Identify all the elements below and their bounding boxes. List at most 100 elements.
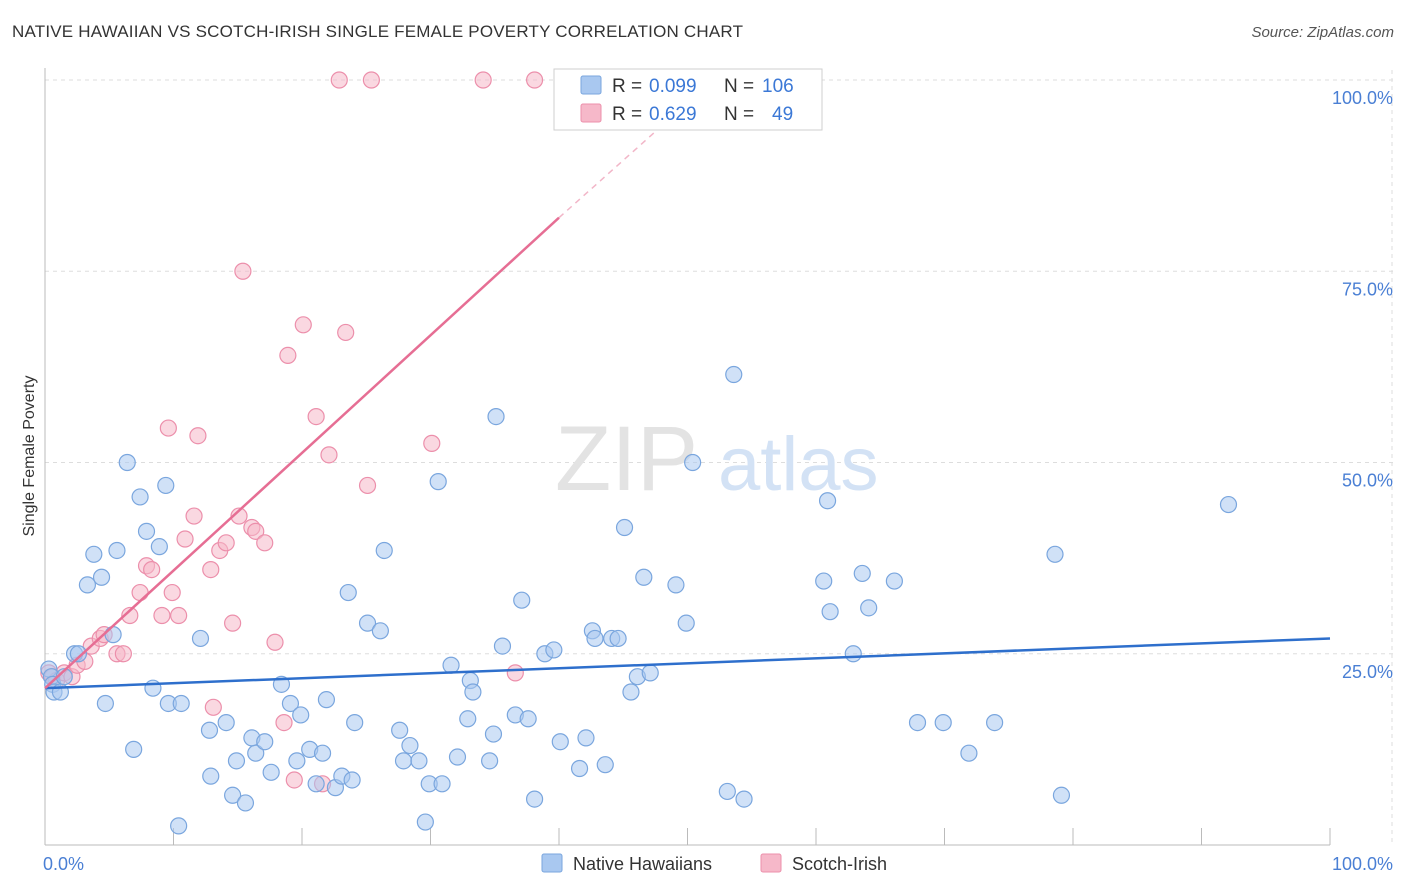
native-hawaiians-point (519, 710, 537, 728)
y-axis-label: Single Female Poverty (21, 376, 38, 537)
native-hawaiians-point (346, 713, 364, 732)
native-hawaiians-point (586, 629, 604, 648)
scotch-irish-point (189, 427, 207, 445)
scotch-irish-point (294, 316, 312, 334)
native-hawaiians-point (256, 733, 274, 751)
scotch-irish-point (234, 262, 252, 280)
scotch-irish-point (358, 476, 377, 495)
native-hawaiians-point (433, 775, 451, 793)
bottom-legend: Native Hawaiians Scotch-Irish (541, 853, 887, 874)
scotch-irish-point (163, 583, 181, 602)
x-tick-label: 100.0% (1332, 854, 1393, 874)
native-hawaiians-point (821, 603, 839, 621)
native-hawaiians-point (313, 744, 332, 762)
native-hawaiians-point (202, 767, 220, 785)
bottom-legend-swatch-blue (541, 853, 563, 873)
native-hawaiians-point (429, 473, 447, 491)
native-hawaiians-point (150, 538, 168, 556)
native-hawaiians-point (281, 694, 300, 713)
native-hawaiians-point (78, 576, 97, 594)
legend-r-value: 0.099 (649, 76, 697, 97)
native-hawaiians-point (459, 710, 477, 728)
native-hawaiians-point (170, 817, 188, 835)
native-hawaiians-point (104, 626, 122, 644)
scotch-irish-point (185, 507, 203, 525)
y-tick-label: 25.0% (1342, 662, 1393, 682)
native-hawaiians-point (464, 683, 482, 701)
source-label: Source: ZipAtlas.com (1251, 24, 1394, 41)
native-hawaiians-point (677, 614, 695, 632)
native-hawaiians-point (615, 518, 634, 537)
native-hawaiians-point (484, 725, 503, 743)
native-hawaiians-point (513, 591, 531, 609)
legend-n-value: 49 (772, 104, 793, 125)
scotch-irish-point (121, 606, 139, 625)
native-hawaiians-point (343, 771, 361, 789)
y-tick-label: 100.0% (1332, 88, 1393, 108)
native-hawaiians-point (609, 629, 627, 648)
native-hawaiians-point (410, 752, 428, 770)
native-hawaiians-point (551, 733, 569, 751)
x-tick-label: 0.0% (43, 854, 84, 874)
native-hawaiians-point (292, 706, 310, 724)
scotch-irish-point (230, 507, 248, 525)
native-hawaiians-point (375, 541, 393, 560)
native-hawaiians-point (131, 488, 149, 506)
scotch-irish-point (247, 522, 265, 540)
native-hawaiians-point (818, 492, 837, 510)
watermark: ZIP atlas (555, 408, 879, 510)
native-hawaiians-point (401, 736, 419, 755)
native-hawaiians-points (40, 365, 1238, 835)
native-hawaiians-point (570, 759, 589, 778)
native-hawaiians-point (908, 713, 927, 732)
native-hawaiians-point (934, 713, 952, 732)
legend-swatch-blue (580, 75, 602, 95)
legend-swatch-pink (580, 103, 602, 123)
native-hawaiians-point (735, 790, 753, 808)
native-hawaiians-point (125, 740, 143, 758)
scotch-irish-point (337, 323, 355, 342)
native-hawaiians-point (448, 748, 467, 766)
native-hawaiians-point (247, 744, 265, 762)
native-hawaiians-point (96, 694, 114, 713)
scotch-irish-point (266, 633, 284, 651)
native-hawaiians-point (92, 568, 111, 586)
native-hawaiians-point (844, 645, 862, 663)
scotch-irish-point (176, 530, 194, 548)
native-hawaiians-point (69, 645, 88, 663)
scotch-irish-point (285, 771, 303, 789)
native-hawaiians-point (236, 794, 255, 812)
scotch-irish-point (224, 614, 242, 632)
scotch-irish-point (153, 606, 171, 625)
scotch-irish-point (202, 560, 220, 579)
native-hawaiians-point (358, 614, 377, 632)
scotch-irish-point (320, 446, 338, 464)
legend-r-label: R = (612, 76, 642, 97)
scotch-irish-point (170, 606, 188, 625)
native-hawaiians-point (641, 664, 659, 682)
native-hawaiians-point (684, 453, 702, 472)
native-hawaiians-point (525, 790, 544, 808)
legend-r-value: 0.629 (649, 104, 697, 125)
scotch-irish-point (474, 71, 492, 89)
scotch-irish-point (131, 583, 149, 602)
native-hawaiians-point (108, 541, 126, 560)
scotch-irish-point (506, 664, 524, 682)
native-hawaiians-point (960, 744, 978, 762)
native-hawaiians-point (622, 683, 640, 701)
native-hawaiians-point (493, 637, 512, 655)
bottom-legend-native-hawaiians: Native Hawaiians (573, 854, 712, 874)
scotch-irish-trend-extension (558, 125, 663, 219)
watermark-atlas: atlas (718, 422, 879, 507)
scotch-irish-point (330, 71, 348, 89)
native-hawaiians-point (371, 622, 389, 640)
legend: R = 0.099 N = 106 R = 0.629 N = 49 (553, 68, 823, 131)
y-tick-label: 50.0% (1342, 471, 1393, 491)
watermark-zip: ZIP (555, 408, 698, 510)
native-hawaiians-point (317, 691, 336, 709)
native-hawaiians-point (986, 713, 1004, 732)
scotch-irish-point (362, 71, 380, 89)
scotch-irish-point (159, 419, 177, 437)
tick-labels: 25.0% 50.0% 75.0% 100.0% 0.0% 100.0% (43, 88, 1393, 874)
native-hawaiians-point (718, 782, 736, 801)
